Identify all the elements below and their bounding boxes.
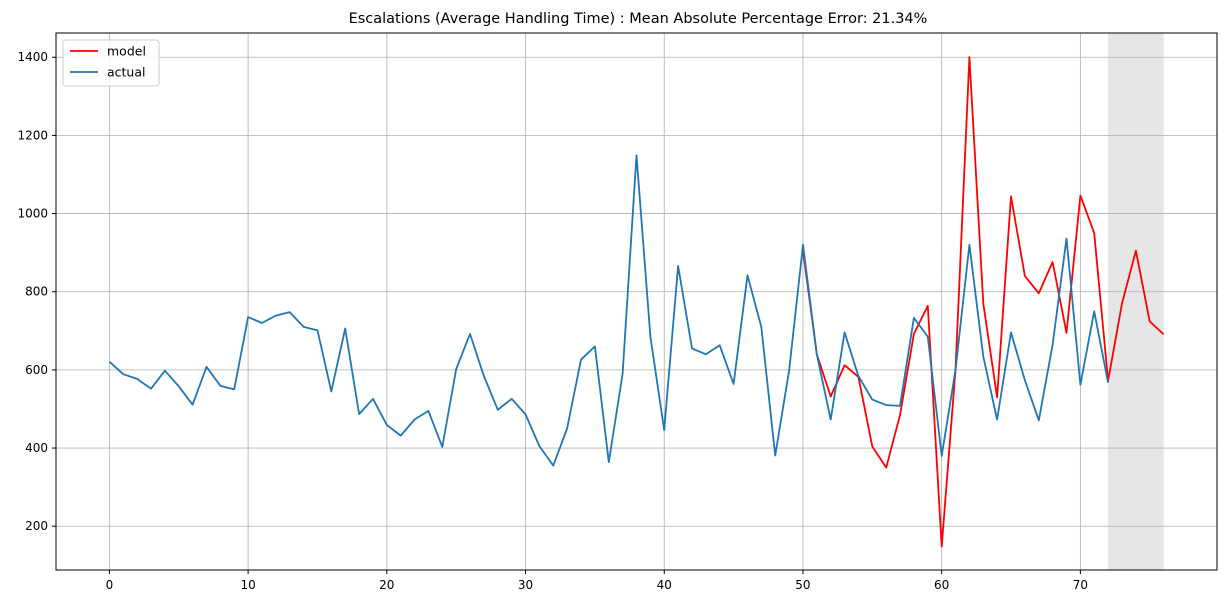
x-tick-label: 20 bbox=[379, 578, 394, 592]
x-tick-label: 60 bbox=[934, 578, 949, 592]
x-tick-label: 70 bbox=[1073, 578, 1088, 592]
y-tick-label: 1000 bbox=[17, 207, 48, 221]
series-line-actual bbox=[108, 154, 1109, 467]
x-tick-label: 40 bbox=[657, 578, 672, 592]
plot-area: 0 10 20 30 40 50 60 70 200 400 600 800 1000 1200 1400 m… bbox=[17, 32, 1218, 592]
x-tick-label: 30 bbox=[518, 578, 533, 592]
y-tick-label: 400 bbox=[25, 441, 48, 455]
y-tick-label: 600 bbox=[25, 363, 48, 377]
y-tick-label: 1400 bbox=[17, 50, 48, 64]
legend-label-model: model bbox=[107, 44, 146, 59]
chart-title: Escalations (Average Handling Time) : Me… bbox=[349, 11, 928, 27]
axes-frame bbox=[55, 32, 1218, 571]
x-tick-label: 50 bbox=[795, 578, 810, 592]
legend-label-actual: actual bbox=[107, 65, 146, 80]
x-tick-label: 0 bbox=[106, 578, 114, 592]
y-tick-label: 1200 bbox=[17, 128, 48, 142]
y-tick-label: 200 bbox=[25, 519, 48, 533]
forecast-region bbox=[1108, 33, 1164, 570]
series-line-model bbox=[802, 56, 1165, 548]
y-tick-label: 800 bbox=[25, 285, 48, 299]
x-tick-label: 10 bbox=[240, 578, 255, 592]
legend: model actual bbox=[62, 39, 160, 87]
